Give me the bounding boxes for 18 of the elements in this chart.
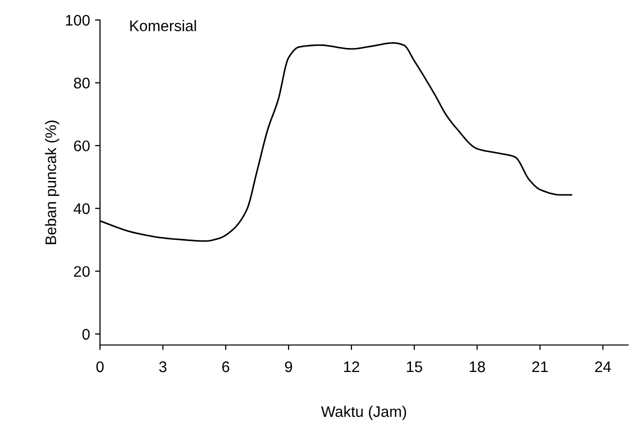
x-tick-label: 6 (222, 361, 230, 372)
x-axis-title: Waktu (Jam) (321, 406, 406, 420)
x-tick-label: 24 (595, 361, 611, 372)
x-tick-label: 9 (285, 361, 292, 372)
x-tick-label: 12 (344, 361, 360, 372)
x-tick-label: 3 (159, 361, 166, 372)
y-axis-title: Beban puncak (%) (44, 120, 60, 244)
x-tick-label: 21 (532, 361, 548, 372)
y-tick-label: 20 (74, 266, 90, 277)
y-tick-label: 80 (74, 78, 90, 88)
x-tick-label: 0 (96, 361, 104, 372)
annotation: Komersial (130, 20, 196, 32)
x-tick-label: 15 (406, 362, 422, 372)
y-tick-label: 60 (74, 140, 90, 152)
y-tick-label: 100 (66, 14, 90, 26)
y-tick-label: 0 (82, 328, 90, 340)
x-tick-label: 18 (470, 361, 485, 372)
y-tick-label: 40 (74, 203, 90, 214)
